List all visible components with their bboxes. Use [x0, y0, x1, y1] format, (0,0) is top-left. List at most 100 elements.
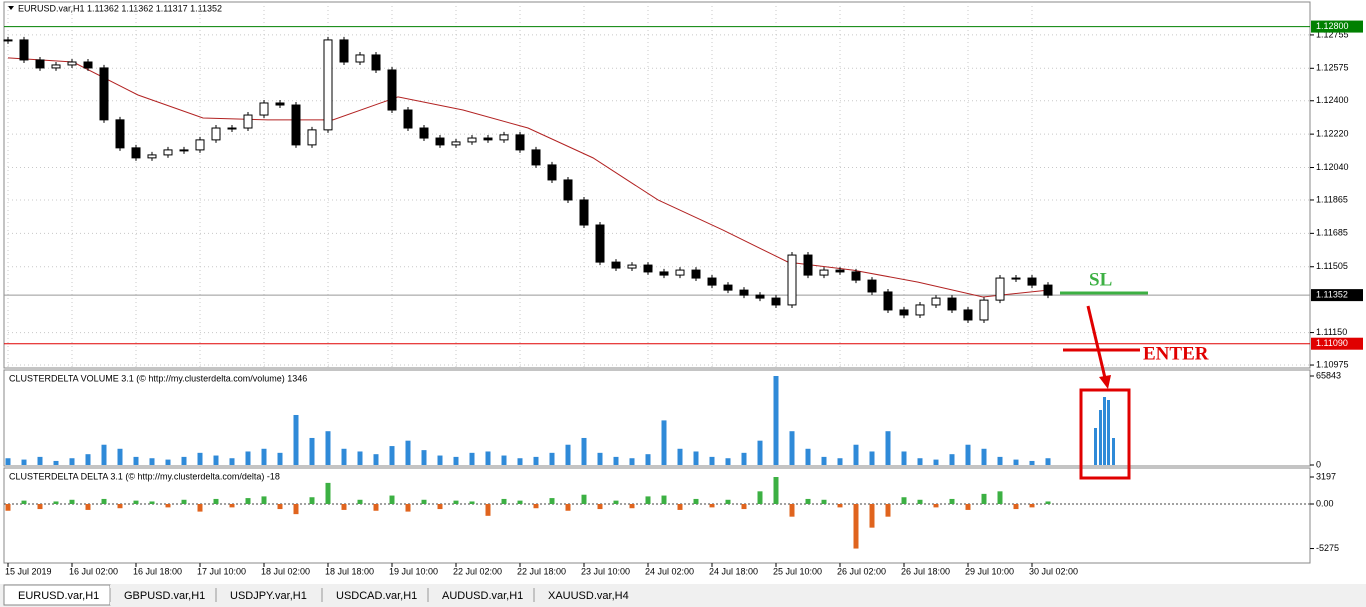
candle [883, 291, 893, 311]
bar [837, 504, 843, 508]
bar [277, 452, 283, 465]
tab[interactable] [534, 585, 640, 605]
bar [501, 455, 507, 465]
tab[interactable] [110, 585, 216, 605]
candle [531, 149, 541, 166]
bar [373, 504, 379, 511]
bar [85, 454, 91, 465]
bar [229, 458, 235, 465]
bar [469, 452, 475, 465]
bar [133, 456, 139, 465]
bar [1045, 501, 1051, 505]
bar [885, 504, 891, 517]
candle [99, 67, 109, 121]
bar [997, 456, 1003, 465]
tab-label[interactable]: AUDUSD.var,H1 [442, 590, 523, 602]
tab-label[interactable]: USDJPY.var,H1 [230, 590, 307, 602]
bar [101, 498, 107, 505]
bar [309, 437, 315, 465]
bar [405, 440, 411, 465]
bar [309, 497, 315, 505]
bar [965, 504, 971, 510]
y-tick-label: 1.12755 [1316, 29, 1349, 39]
bar [21, 500, 27, 505]
candle [451, 141, 461, 146]
candle [371, 54, 381, 71]
sl-label: SL [1089, 269, 1112, 290]
bar [917, 499, 923, 505]
moving-average [7, 57, 1049, 298]
bar [357, 451, 363, 465]
candle [579, 199, 589, 226]
bar [629, 504, 635, 509]
bar [53, 460, 59, 465]
bar [1013, 504, 1019, 510]
bar [213, 455, 219, 465]
tab[interactable] [322, 585, 428, 605]
tabs: EURUSD.var,H1 GBPUSD.var,H1 USDJPY.var,H1 U… [3, 584, 640, 606]
x-tick-label: 30 Jul 02:00 [1029, 566, 1078, 576]
tab-label[interactable]: XAUUSD.var,H4 [548, 590, 629, 602]
bar [1029, 460, 1035, 465]
candle [355, 54, 365, 63]
candle [723, 284, 733, 291]
bar [789, 504, 795, 517]
bar [645, 496, 651, 505]
bar [837, 458, 843, 465]
volume-title: CLUSTERDELTA VOLUME 3.1 (© http://my.clu… [9, 373, 307, 383]
delta-panel [3, 467, 1311, 564]
candle [915, 304, 925, 316]
bar [325, 431, 331, 465]
bar [981, 448, 987, 465]
bar [485, 504, 491, 516]
tab[interactable] [216, 585, 322, 605]
highlight-box [1079, 388, 1131, 480]
candle [19, 39, 29, 61]
candle [211, 127, 221, 141]
bar [725, 458, 731, 465]
x-tick-label: 15 Jul 2019 [5, 566, 52, 576]
y-tick-label: 1.12040 [1316, 162, 1349, 172]
candle [1027, 277, 1037, 286]
bar [453, 456, 459, 465]
x-tick-label: 22 Jul 18:00 [517, 566, 566, 576]
bar [533, 504, 539, 509]
bar [341, 448, 347, 465]
bar [85, 504, 91, 510]
y-tick-label: 0.00 [1316, 498, 1334, 508]
box-bar [1094, 428, 1097, 465]
candle [403, 109, 413, 129]
candle [851, 271, 861, 281]
bar [261, 496, 267, 505]
candle [547, 164, 557, 181]
bar [69, 458, 75, 465]
tab-label[interactable]: USDCAD.var,H1 [336, 590, 417, 602]
candle [339, 39, 349, 63]
bar [117, 504, 123, 509]
y-tick-label: 1.11865 [1316, 194, 1348, 204]
current-badge [1311, 289, 1363, 302]
tab-label[interactable]: EURUSD.var,H1 [18, 590, 99, 602]
bar [421, 450, 427, 465]
bar [5, 504, 11, 511]
bar [549, 452, 555, 465]
candle [51, 64, 61, 69]
bar [293, 414, 299, 465]
candle [179, 149, 189, 152]
bar [213, 498, 219, 505]
candle [595, 224, 605, 263]
candle [435, 137, 445, 146]
candle [67, 61, 77, 66]
candle [835, 269, 845, 273]
candle [3, 39, 13, 42]
tab-label[interactable]: GBPUSD.var,H1 [124, 590, 205, 602]
bar [357, 499, 363, 505]
y-tick-label: 1.11685 [1316, 228, 1348, 238]
box-bar [1107, 400, 1110, 465]
bar [437, 455, 443, 465]
tab[interactable] [428, 585, 534, 605]
bar [853, 504, 859, 549]
bar [165, 459, 171, 465]
